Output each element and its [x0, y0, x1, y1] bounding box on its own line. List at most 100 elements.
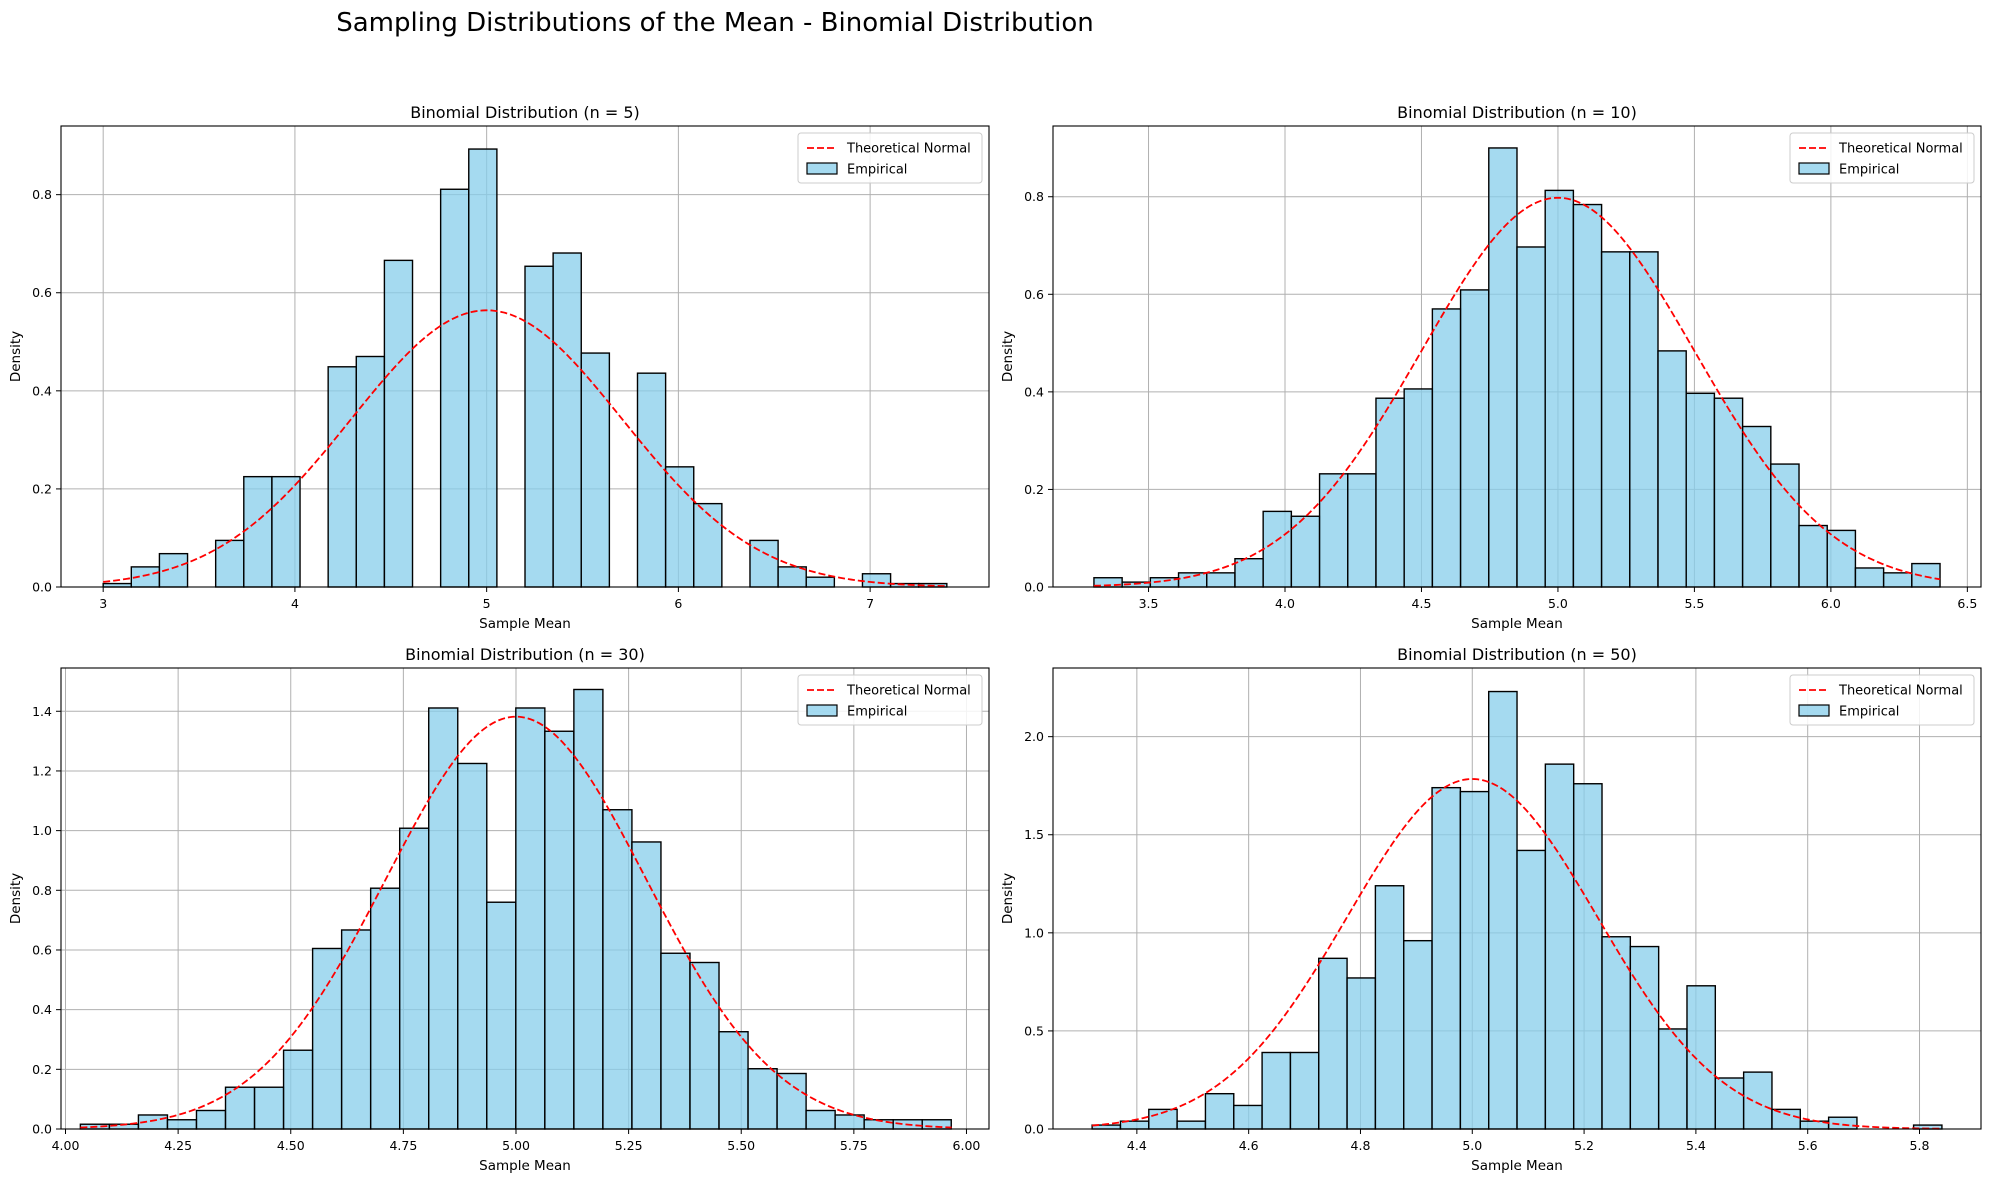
- p3-ytick-label-1: 0.2: [32, 1062, 52, 1077]
- p2-bar-10: [1375, 397, 1405, 588]
- p4-bar-8: [1318, 957, 1348, 1130]
- p3-xtick-label-4: 5.00: [502, 1138, 530, 1153]
- p2-bar-19: [1629, 251, 1659, 588]
- p3-xtick-label-1: 4.25: [164, 1138, 192, 1153]
- p1-bar-21: [693, 502, 723, 588]
- p3-bar-5: [224, 1086, 256, 1130]
- p4-bar-12: [1431, 786, 1462, 1130]
- p1-bar-9: [355, 355, 386, 588]
- p2-bar-11: [1403, 388, 1434, 588]
- p2-ylabel: Density: [1000, 331, 1016, 382]
- p3-xtick-label-5: 5.25: [615, 1138, 643, 1153]
- p3-bar-9: [340, 929, 372, 1130]
- p4-xtick-label-3: 5.0: [1462, 1138, 1482, 1153]
- p4-theoretical-normal-line: [1092, 778, 1942, 1130]
- p2-bar-17: [1572, 203, 1603, 588]
- p3-ticks: 4.00 4.25 4.50 4.75 5.00 5.25 5.50 5.75 6.00 0.0 0…: [32, 704, 980, 1153]
- p2-bar-12: [1431, 308, 1462, 588]
- p1-xtick-label-3: 6: [674, 596, 682, 611]
- p4-bar-22: [1714, 1077, 1745, 1130]
- p4-legend-bar-swatch: [1798, 704, 1830, 717]
- p1-bar-10: [383, 259, 414, 588]
- p3-ytick-label-2: 0.4: [32, 1002, 52, 1017]
- p4-legend: Theoretical Normal Empirical: [1789, 674, 1975, 726]
- p2-bar-20: [1657, 350, 1687, 588]
- p1-bar-25: [805, 576, 836, 588]
- p1-bar-15: [524, 265, 554, 588]
- p3-title: Binomial Distribution (n = 30): [405, 645, 645, 664]
- p1-xtick-label-2: 5: [483, 596, 491, 611]
- p1-xtick-label-0: 3: [99, 596, 107, 611]
- p2-ytick-label-4: 0.8: [1024, 189, 1044, 204]
- p1-axes-frame: [60, 125, 990, 588]
- p4-ytick-label-3: 1.5: [1024, 827, 1044, 842]
- p4-axes-frame: [1052, 667, 1982, 1130]
- p4-xtick-label-2: 4.8: [1351, 1138, 1371, 1153]
- p1-ytick-label-0: 0.0: [32, 580, 52, 595]
- p1-theoretical-normal-line: [103, 309, 947, 588]
- p4-ytick-label-4: 2.0: [1024, 729, 1044, 744]
- p2-legend-box: [1789, 132, 1975, 184]
- p3-bar-24: [776, 1072, 807, 1130]
- p2-bar-23: [1741, 425, 1772, 588]
- p2-theoretical-normal-line: [1093, 196, 1941, 587]
- p2-bar-7: [1290, 515, 1321, 588]
- p2-bar-25: [1798, 524, 1828, 588]
- p3-bar-10: [369, 887, 401, 1130]
- p2-ytick-label-1: 0.2: [1024, 482, 1044, 497]
- p4-bar-5: [1233, 1104, 1263, 1130]
- p1-xtick-label-1: 4: [291, 596, 299, 611]
- p3-xtick-label-2: 4.50: [277, 1138, 305, 1153]
- p3-histogram-bars: [79, 688, 952, 1130]
- p3-bar-19: [631, 841, 662, 1130]
- p3-axes-frame: [60, 667, 990, 1130]
- p1-bar-16: [552, 252, 582, 588]
- p1-bar-20: [664, 466, 695, 588]
- p4-xtick-label-1: 4.6: [1239, 1138, 1259, 1153]
- p2-bar-13: [1459, 289, 1490, 588]
- p2-legend: Theoretical Normal Empirical: [1789, 132, 1975, 184]
- p3-bar-11: [398, 827, 430, 1130]
- p4-bar-3: [1176, 1120, 1207, 1130]
- subplot-2: 3.5 4.0 4.5 5.0 5.5 6.0 6.5 0.0 0.2 0.4 0.6 0.8 Bino…: [1000, 103, 1982, 632]
- p4-bar-11: [1403, 939, 1433, 1130]
- p2-bar-3: [1177, 572, 1208, 588]
- p4-legend-label-normal: Theoretical Normal: [1838, 684, 1963, 699]
- p4-ytick-label-2: 1.0: [1024, 925, 1044, 940]
- p3-bar-16: [544, 730, 575, 1130]
- p3-legend-label-empirical: Empirical: [847, 705, 907, 720]
- p2-bar-26: [1826, 529, 1857, 588]
- p1-legend-bar-swatch: [806, 162, 838, 175]
- p4-bar-24: [1771, 1108, 1801, 1130]
- p3-legend-box: [797, 674, 983, 726]
- p3-bar-6: [253, 1086, 285, 1130]
- p1-bar-8: [327, 366, 357, 588]
- p4-legend-box: [1789, 674, 1975, 726]
- p4-xlabel: Sample Mean: [1471, 1158, 1563, 1174]
- p1-histogram-bars: [102, 148, 948, 588]
- p4-bar-23: [1742, 1071, 1773, 1130]
- p2-ytick-label-2: 0.4: [1024, 384, 1044, 399]
- p4-xtick-label-0: 4.4: [1127, 1138, 1147, 1153]
- p3-ytick-label-0: 0.0: [32, 1122, 52, 1137]
- p1-bar-12: [439, 188, 470, 588]
- p3-bar-22: [718, 1031, 749, 1130]
- p1-xtick-label-4: 7: [866, 596, 874, 611]
- p4-xtick-label-7: 5.8: [1910, 1138, 1930, 1153]
- p3-xtick-label-6: 5.50: [727, 1138, 755, 1153]
- p2-ytick-label-3: 0.6: [1024, 287, 1044, 302]
- p2-histogram-bars: [1093, 147, 1941, 588]
- p3-ylabel: Density: [8, 873, 24, 924]
- p1-xlabel: Sample Mean: [479, 616, 571, 632]
- p1-bar-19: [636, 372, 667, 588]
- p2-xtick-label-3: 5.0: [1548, 596, 1568, 611]
- p4-title: Binomial Distribution (n = 50): [1397, 645, 1637, 664]
- p2-bar-18: [1600, 251, 1631, 588]
- p1-bar-5: [243, 475, 273, 588]
- p3-ytick-label-7: 1.4: [32, 704, 52, 719]
- p2-bar-8: [1318, 473, 1349, 588]
- p1-legend-label-normal: Theoretical Normal: [846, 142, 971, 157]
- p2-legend-label-normal: Theoretical Normal: [1838, 142, 1963, 157]
- p1-bar-17: [580, 352, 611, 588]
- p3-bar-17: [573, 688, 604, 1130]
